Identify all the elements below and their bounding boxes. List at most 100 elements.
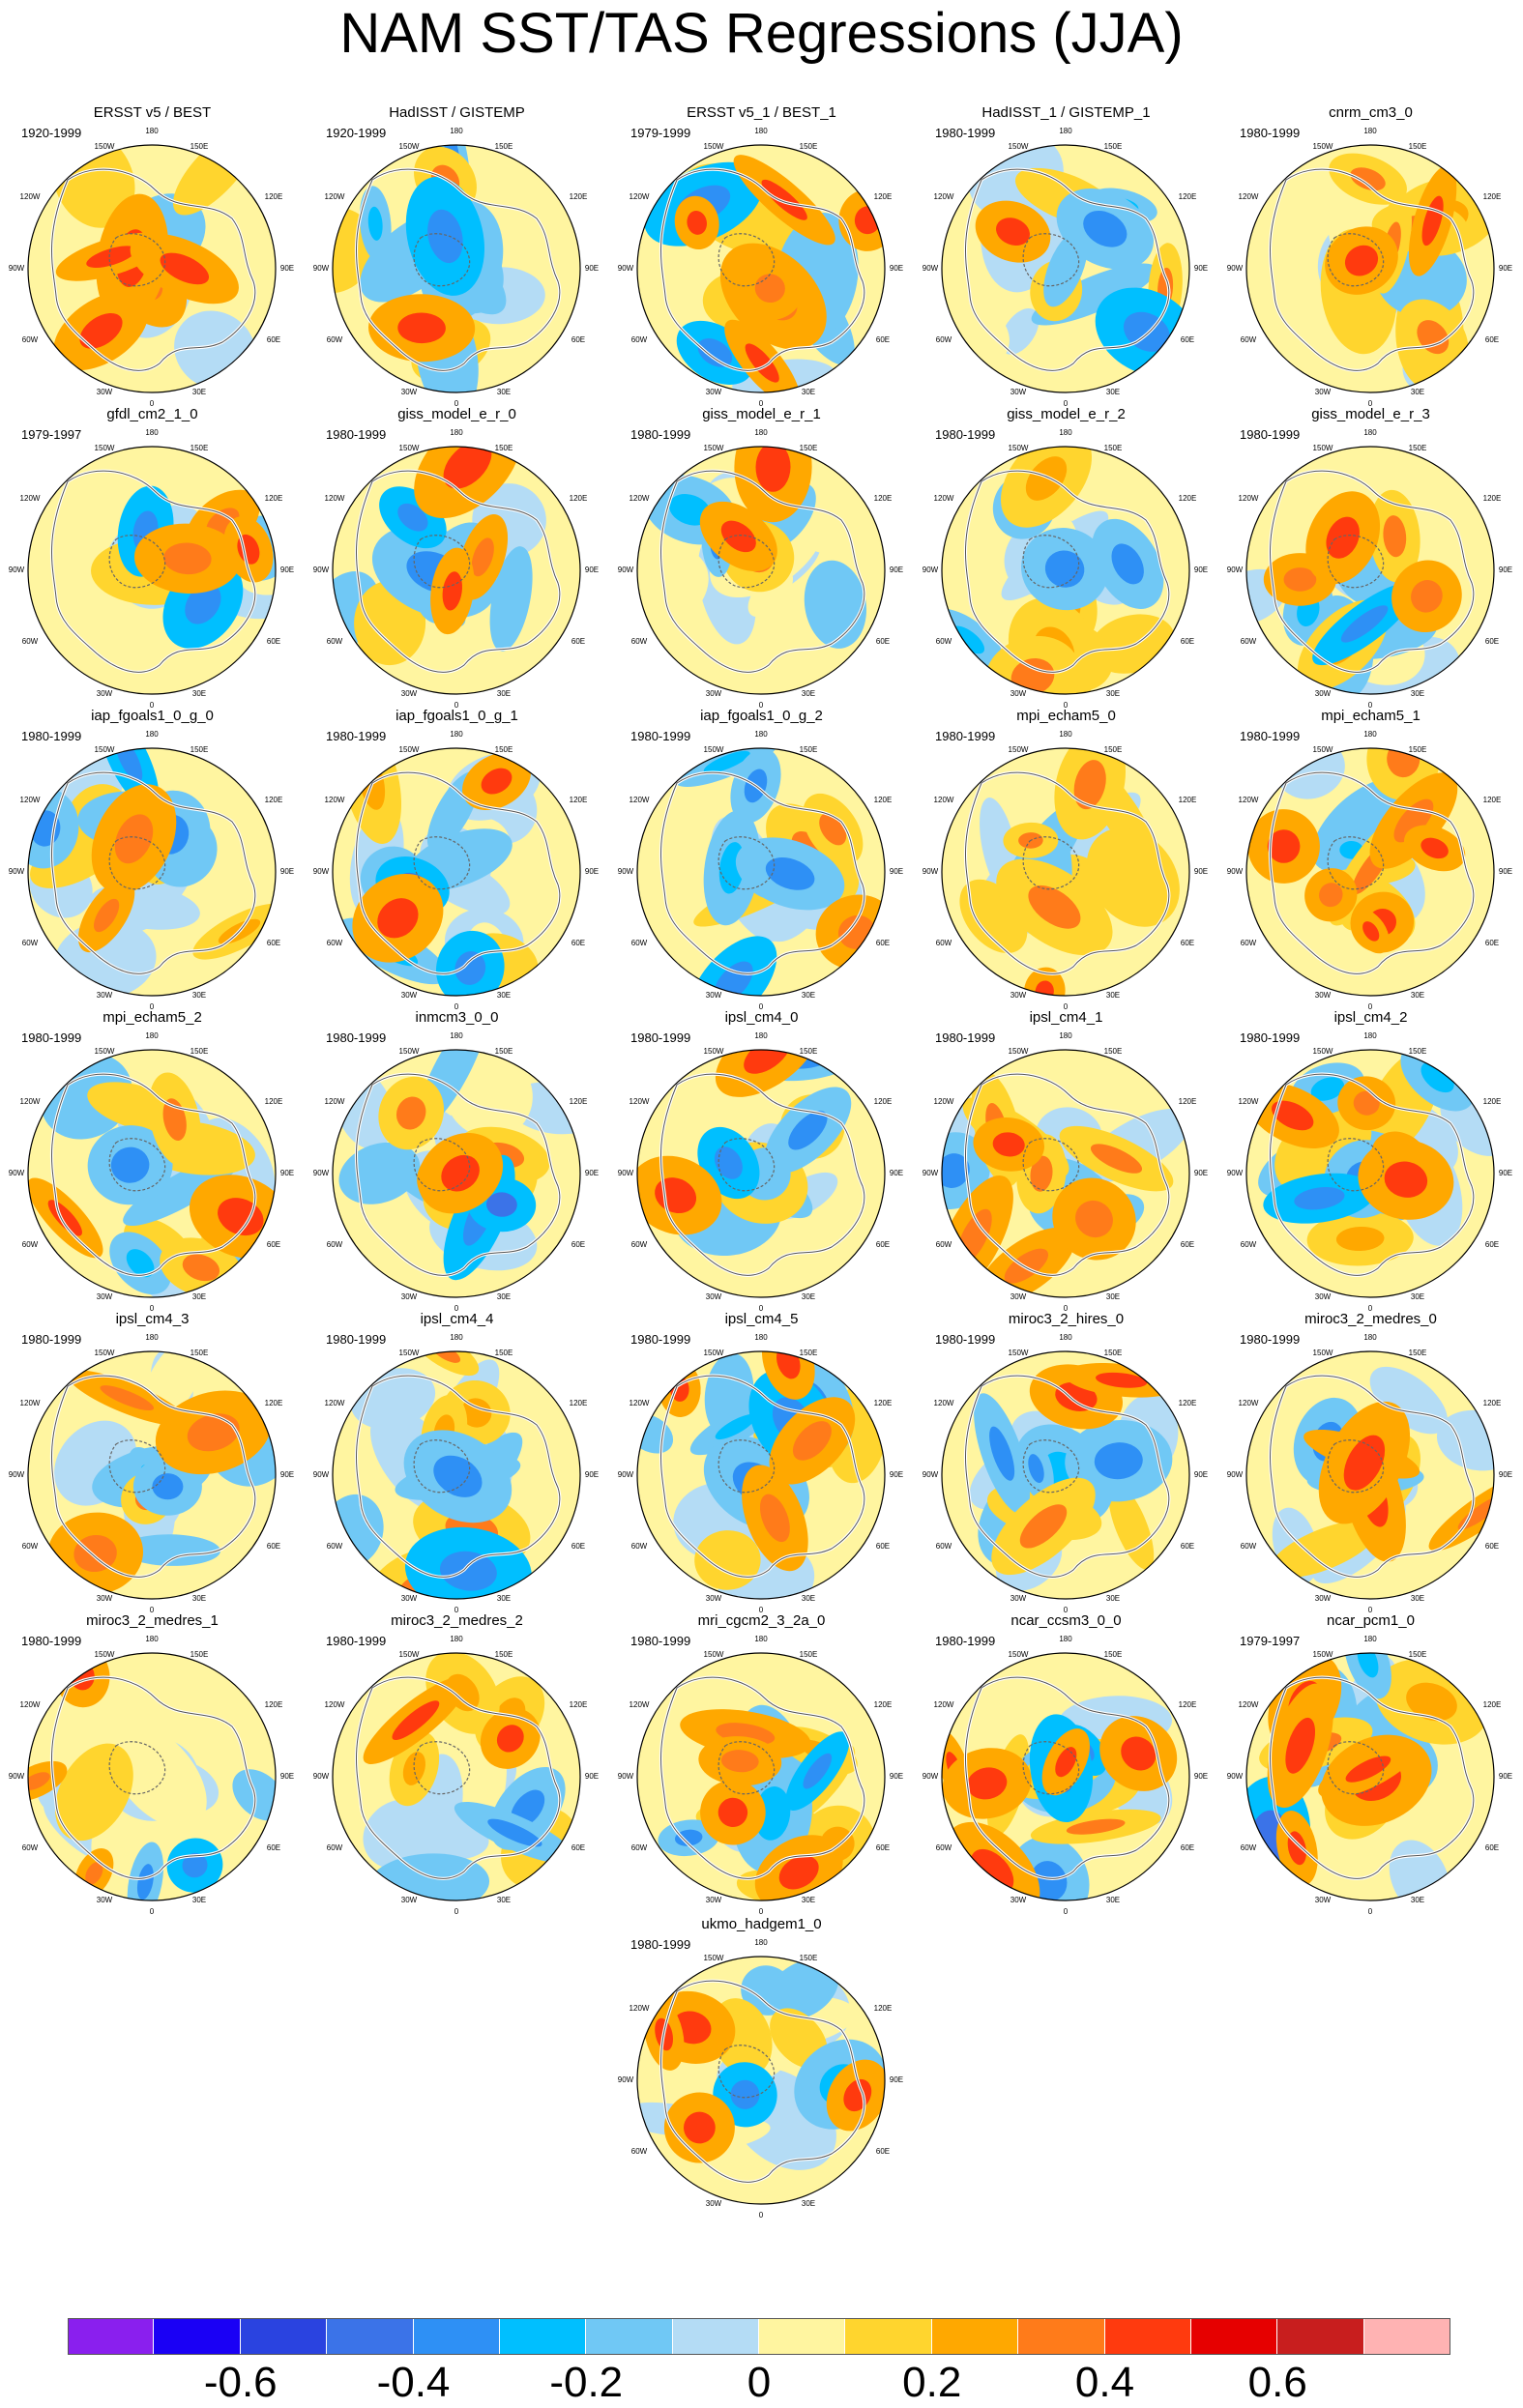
map-boundary <box>941 1350 1190 1600</box>
map-panel: giss_model_e_r_0 1980-1999 180 150W 150E 120W… <box>305 406 609 725</box>
longitude-label: 30W <box>706 1594 722 1603</box>
longitude-label: 150E <box>1409 745 1427 754</box>
longitude-label: 30W <box>706 388 722 396</box>
map-panel: ipsl_cm4_4 1980-1999 180 150W 150E 120W 120E 90… <box>305 1311 609 1630</box>
anomaly-core <box>136 1864 154 1900</box>
longitude-label: 180 <box>145 127 159 135</box>
polar-map: 180 150W 150E 120W 120E 90W 90E 60W 60E 30W 30E 0 <box>1227 1635 1512 1916</box>
longitude-label: 60E <box>571 637 585 646</box>
longitude-label: 30E <box>1411 1292 1424 1301</box>
longitude-label: 30E <box>802 388 815 396</box>
longitude-label: 90W <box>923 566 939 574</box>
longitude-label: 150E <box>1409 1650 1427 1659</box>
panel-title: gfdl_cm2_1_0 <box>106 406 198 422</box>
map-boundary <box>941 1049 1190 1298</box>
colorbar-tick-label: -0.6 <box>203 2359 278 2406</box>
longitude-label: 120W <box>630 2004 650 2013</box>
anomaly-core <box>730 2079 760 2109</box>
longitude-label: 30W <box>1010 1896 1027 1904</box>
longitude-label: 60W <box>327 637 343 646</box>
panel-period: 1980-1999 <box>935 126 996 140</box>
anomaly-core <box>788 1111 828 1150</box>
colorbar-frame <box>68 2318 1450 2355</box>
longitude-label: 90W <box>9 1169 25 1177</box>
anomaly-core <box>718 1797 748 1828</box>
longitude-label: 150W <box>1313 1047 1333 1056</box>
anomaly-core <box>1272 1100 1314 1131</box>
longitude-label: 150E <box>190 1650 209 1659</box>
longitude-label: 30W <box>1010 689 1027 698</box>
anomaly-patch <box>395 1813 489 1860</box>
longitude-label: 30E <box>192 991 206 1000</box>
colorbar-box <box>413 2318 500 2355</box>
longitude-label: 30W <box>97 1292 113 1301</box>
anomaly-core <box>187 1413 240 1452</box>
longitude-label: 150W <box>1009 444 1029 452</box>
longitude-label: 30E <box>802 689 815 698</box>
longitude-label: 90E <box>1194 867 1208 876</box>
longitude-label: 0 <box>454 1907 459 1916</box>
panel-period: 1979-1997 <box>21 427 82 442</box>
panel-title: giss_model_e_r_0 <box>397 406 516 422</box>
map-boundary <box>1245 747 1495 997</box>
anomaly-core <box>720 1750 759 1773</box>
coastline-outline <box>965 168 1170 371</box>
longitude-label: 90W <box>9 867 25 876</box>
anomaly-core <box>1420 837 1449 859</box>
longitude-label: 30W <box>1010 991 1027 1000</box>
panel-title: mri_cgcm2_3_2a_0 <box>697 1612 826 1629</box>
panel-title: giss_model_e_r_2 <box>1007 406 1126 422</box>
polar-map: 180 150W 150E 120W 120E 90W 90E 60W 60E 30W 30E 0 <box>313 730 599 1011</box>
anomaly-core <box>992 1132 1025 1157</box>
longitude-label: 120W <box>325 192 345 201</box>
map-panel: miroc3_2_medres_0 1980-1999 180 150W 150E 120… <box>1218 1311 1523 1630</box>
longitude-label: 120E <box>1179 1700 1197 1709</box>
longitude-label: 180 <box>450 1635 463 1643</box>
anomaly-core <box>486 1192 517 1217</box>
anomaly-core <box>441 1154 480 1192</box>
anomaly-core <box>803 1753 833 1789</box>
polar-map: 180 150W 150E 120W 120E 90W 90E 60W 60E 30W 30E 0 <box>9 127 294 408</box>
longitude-label: 30W <box>401 1594 418 1603</box>
longitude-label: 60E <box>1181 637 1194 646</box>
colorbar-box <box>672 2318 759 2355</box>
panel-title: ukmo_hadgem1_0 <box>701 1916 822 1932</box>
longitude-label: 60E <box>876 939 890 947</box>
longitude-label: 0 <box>454 1606 459 1614</box>
anomaly-core <box>100 1385 155 1411</box>
longitude-label: 150W <box>95 745 115 754</box>
longitude-label: 30W <box>401 1896 418 1904</box>
map-boundary <box>27 747 277 997</box>
coastline-outline <box>965 1073 1170 1276</box>
longitude-label: 180 <box>145 1031 159 1040</box>
longitude-label: 150E <box>800 1954 818 1962</box>
longitude-label: 150E <box>1104 745 1123 754</box>
anomaly-core <box>1066 1818 1126 1835</box>
longitude-label: 120E <box>570 796 588 804</box>
longitude-label: 120E <box>265 192 283 201</box>
longitude-label: 30E <box>497 1594 511 1603</box>
panel-title: iap_fgoals1_0_g_1 <box>395 708 518 724</box>
anomaly-core <box>160 252 210 285</box>
longitude-label: 180 <box>1059 1031 1072 1040</box>
longitude-label: 30E <box>1106 388 1120 396</box>
longitude-label: 120W <box>630 1399 650 1407</box>
longitude-label: 60W <box>936 335 952 344</box>
map-boundary <box>332 1652 581 1901</box>
longitude-label: 180 <box>754 1333 768 1342</box>
longitude-label: 150W <box>399 745 420 754</box>
anomaly-core <box>720 520 756 553</box>
panel-period: 1980-1999 <box>21 1030 82 1045</box>
anomaly-core <box>687 210 707 235</box>
longitude-label: 120W <box>934 1097 954 1106</box>
polar-map: 180 150W 150E 120W 120E 90W 90E 60W 60E 30W 30E 0 <box>313 1635 599 1916</box>
longitude-label: 150W <box>399 1047 420 1056</box>
longitude-label: 120E <box>1483 192 1502 201</box>
coastline-outline <box>356 1073 561 1276</box>
longitude-label: 150W <box>95 444 115 452</box>
longitude-label: 120E <box>570 1097 588 1106</box>
longitude-label: 30W <box>706 2199 722 2208</box>
longitude-label: 30W <box>706 1292 722 1301</box>
longitude-label: 150E <box>1104 142 1123 151</box>
map-boundary <box>332 144 581 393</box>
